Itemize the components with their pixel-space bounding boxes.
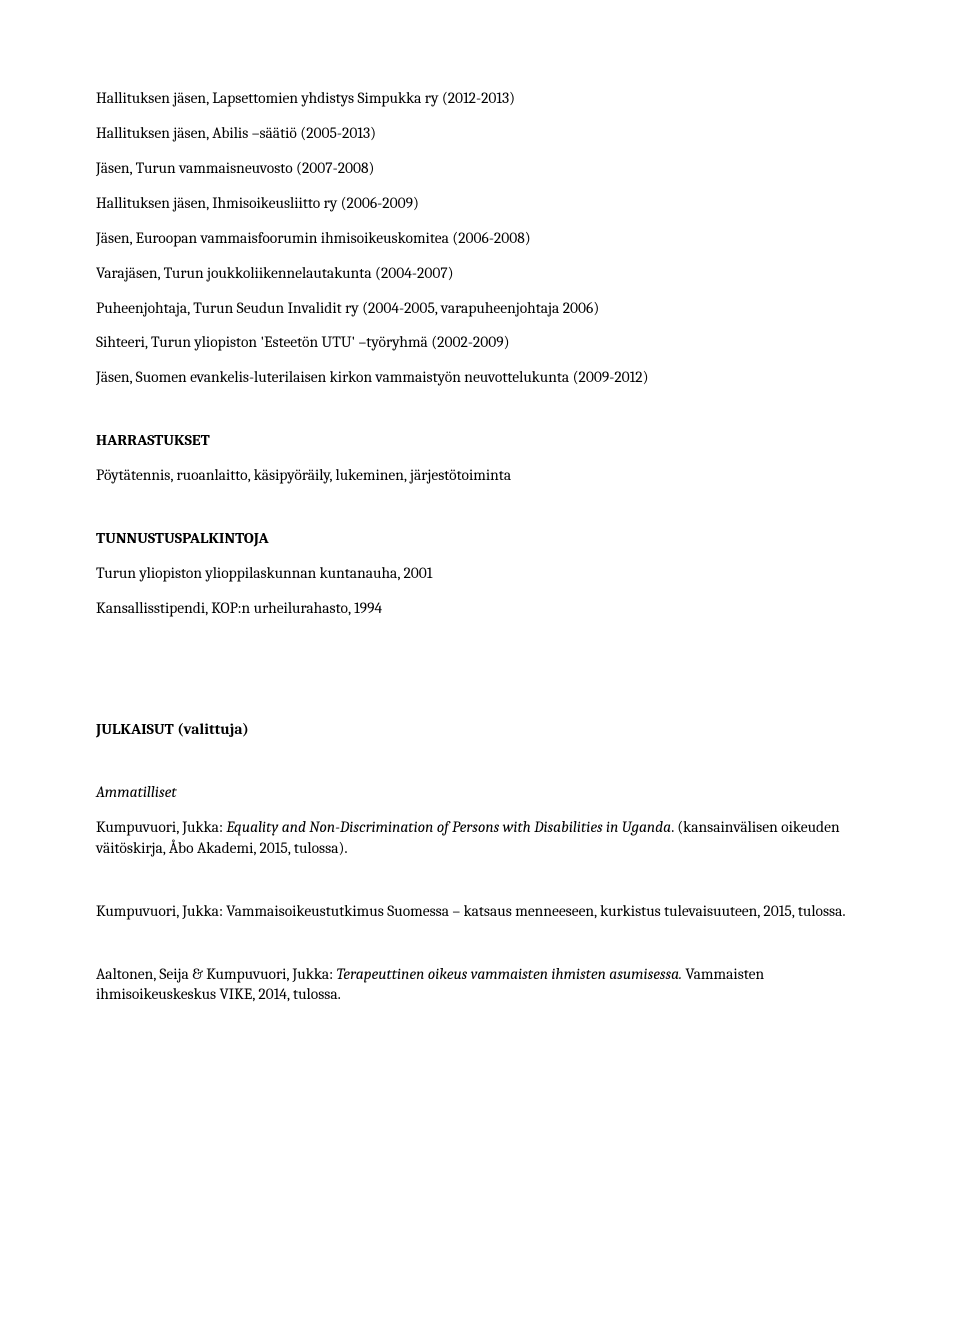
harrastukset-text: Pöytätennis, ruoanlaitto, käsipyöräily, … xyxy=(96,465,864,486)
list-item: Hallituksen jäsen, Abilis –säätiö (2005-… xyxy=(96,123,864,144)
spacer xyxy=(96,936,864,964)
list-item: Jäsen, Euroopan vammaisfoorumin ihmisoik… xyxy=(96,228,864,249)
spacer xyxy=(96,873,864,901)
section-heading-tunnustus: TUNNUSTUSPALKINTOJA xyxy=(96,528,864,549)
list-item: Sihteeri, Turun yliopiston 'Esteetön UTU… xyxy=(96,332,864,353)
entry-title-italic: Equality and Non-Discrimination of Perso… xyxy=(226,818,671,836)
tunnustus-item: Kansallisstipendi, KOP:n urheilurahasto,… xyxy=(96,598,864,619)
list-item: Hallituksen jäsen, Ihmisoikeusliitto ry … xyxy=(96,193,864,214)
entry-prefix: Kumpuvuori, Jukka: xyxy=(96,818,226,836)
list-item: Varajäsen, Turun joukkoliikennelautakunt… xyxy=(96,263,864,284)
publication-entry: Kumpuvuori, Jukka: Equality and Non-Disc… xyxy=(96,817,864,859)
document-page: Hallituksen jäsen, Lapsettomien yhdistys… xyxy=(0,0,960,1079)
list-item: Jäsen, Suomen evankelis-luterilaisen kir… xyxy=(96,367,864,388)
spacer xyxy=(96,633,864,677)
list-item: Hallituksen jäsen, Lapsettomien yhdistys… xyxy=(96,88,864,109)
list-item: Jäsen, Turun vammaisneuvosto (2007-2008) xyxy=(96,158,864,179)
tunnustus-item: Turun yliopiston ylioppilaskunnan kuntan… xyxy=(96,563,864,584)
publication-entry: Kumpuvuori, Jukka: Vammaisoikeustutkimus… xyxy=(96,901,864,922)
section-heading-julkaisut: JULKAISUT (valittuja) xyxy=(96,719,864,740)
publication-entry: Aaltonen, Seija & Kumpuvuori, Jukka: Ter… xyxy=(96,964,864,1006)
list-item: Puheenjohtaja, Turun Seudun Invalidit ry… xyxy=(96,298,864,319)
spacer xyxy=(96,754,864,782)
sub-heading-ammatilliset: Ammatilliset xyxy=(96,782,864,803)
entry-prefix: Aaltonen, Seija & Kumpuvuori, Jukka: xyxy=(96,965,337,983)
entry-title-italic: Terapeuttinen oikeus vammaisten ihmisten… xyxy=(337,965,682,983)
section-heading-harrastukset: HARRASTUKSET xyxy=(96,430,864,451)
